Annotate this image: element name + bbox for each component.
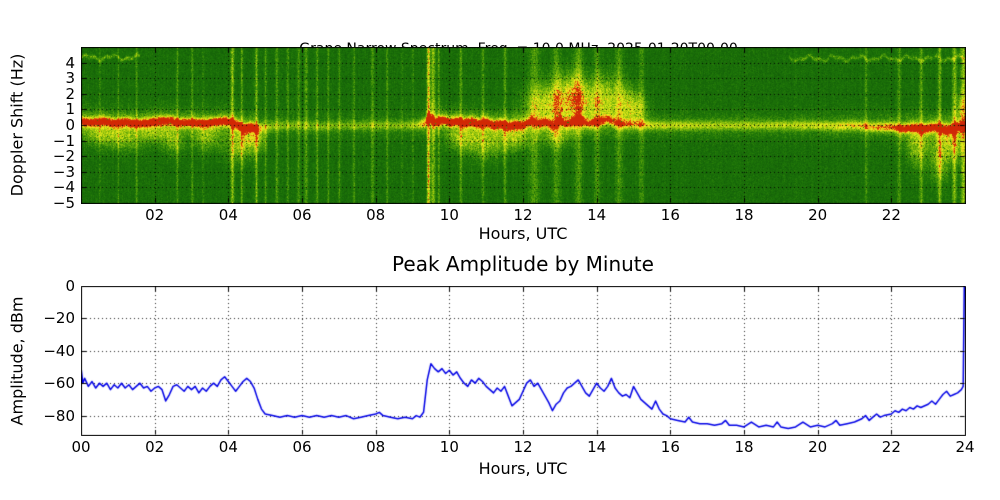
spectrogram-xtick-label: 10 bbox=[439, 206, 459, 224]
amplitude-plot-canvas bbox=[81, 286, 966, 436]
spectrogram-xtick-label: 06 bbox=[292, 206, 312, 224]
amplitude-xtick-label: 24 bbox=[955, 438, 975, 456]
doppler-spectrogram-canvas bbox=[81, 47, 966, 204]
amplitude-xtick-label: 06 bbox=[292, 438, 312, 456]
spectrogram-xtick-label: 02 bbox=[145, 206, 165, 224]
amplitude-ytick-label: −60 bbox=[43, 374, 75, 393]
amplitude-ytick-label: −40 bbox=[43, 341, 75, 360]
spectrogram-xtick-label: 22 bbox=[881, 206, 901, 224]
spectrogram-ytick-label: 2 bbox=[65, 84, 75, 103]
amplitude-ytick-label: −20 bbox=[43, 309, 75, 328]
spectrogram-ytick-label: −5 bbox=[52, 194, 75, 212]
amplitude-xtick-label: 20 bbox=[808, 438, 828, 456]
spectrogram-ytick-label: 1 bbox=[65, 100, 75, 119]
amplitude-xtick-label: 14 bbox=[587, 438, 607, 456]
spectrogram-ytick-label: −4 bbox=[52, 178, 75, 197]
amplitude-xtick-label: 16 bbox=[660, 438, 680, 456]
amplitude-xtick-label: 18 bbox=[734, 438, 754, 456]
amplitude-xtick-label: 02 bbox=[145, 438, 165, 456]
bottom-xaxis-label: Hours, UTC bbox=[478, 459, 568, 478]
spectrogram-xtick-label: 04 bbox=[218, 206, 238, 224]
spectrogram-xtick-label: 12 bbox=[513, 206, 533, 224]
amplitude-xtick-label: 00 bbox=[71, 438, 91, 456]
spectrogram-xtick-label: 20 bbox=[808, 206, 828, 224]
amplitude-xtick-label: 12 bbox=[513, 438, 533, 456]
spectrogram-ytick-label: −3 bbox=[52, 162, 75, 181]
amplitude-ytick-label: −80 bbox=[43, 406, 75, 425]
amplitude-ytick-label: 0 bbox=[65, 277, 75, 295]
amplitude-plot-title: Peak Amplitude by Minute bbox=[392, 252, 654, 276]
amplitude-yaxis-label: Amplitude, dBm bbox=[7, 296, 27, 426]
spectrogram-xtick-label: 08 bbox=[366, 206, 386, 224]
amplitude-xtick-label: 22 bbox=[881, 438, 901, 456]
spectrogram-xtick-label: 14 bbox=[587, 206, 607, 224]
doppler-yaxis-label: Doppler Shift (Hz) bbox=[7, 53, 27, 197]
amplitude-xtick-label: 10 bbox=[439, 438, 459, 456]
spectrogram-ytick-label: 0 bbox=[65, 116, 75, 134]
spectrogram-ytick-label: −2 bbox=[52, 147, 75, 166]
top-xaxis-label: Hours, UTC bbox=[478, 224, 568, 243]
amplitude-xtick-label: 08 bbox=[366, 438, 386, 456]
spectrogram-ytick-label: −1 bbox=[52, 131, 75, 150]
spectrogram-ytick-label: 3 bbox=[65, 69, 75, 88]
amplitude-xtick-label: 04 bbox=[218, 438, 238, 456]
spectrogram-ytick-label: 4 bbox=[65, 53, 75, 72]
spectrogram-xtick-label: 18 bbox=[734, 206, 754, 224]
spectrogram-xtick-label: 16 bbox=[660, 206, 680, 224]
